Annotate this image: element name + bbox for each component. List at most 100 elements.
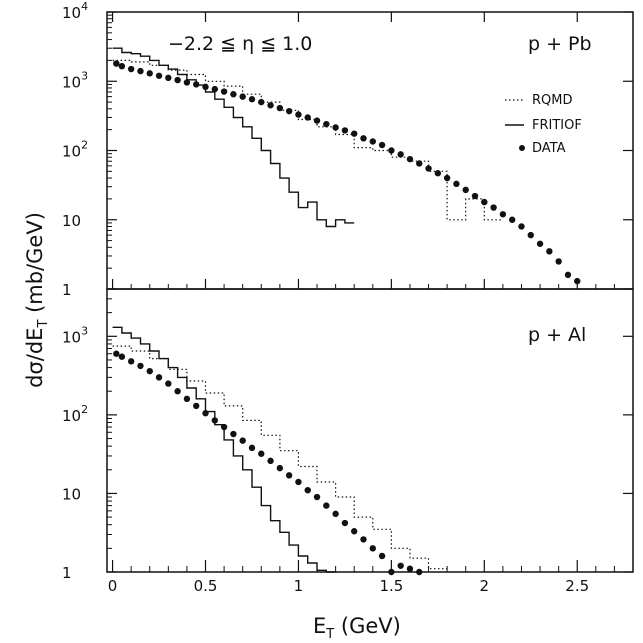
bottom-data-point — [295, 478, 302, 486]
top-data-point — [481, 198, 488, 206]
top-data-point — [146, 70, 153, 77]
legend: RQMD FRITIOF DATA — [505, 93, 582, 156]
bottom-data-point — [137, 362, 144, 370]
x-tick-label: 1 — [294, 577, 304, 595]
x-axis-label: ET (GeV) — [313, 614, 401, 642]
top-data-point — [555, 258, 562, 265]
eta-range-annotation: −2.2 ≦ η ≦ 1.0 — [168, 33, 312, 55]
top-y-tick-label: 103 — [62, 69, 88, 91]
top-data-point — [323, 120, 330, 128]
bottom-data-point — [369, 545, 376, 552]
top-data-point — [471, 192, 479, 200]
top-data-point — [285, 107, 293, 115]
top-data-point — [239, 93, 246, 100]
bottom-plot-area — [112, 326, 448, 576]
top-data-point — [276, 104, 284, 112]
top-data-point — [174, 76, 181, 84]
top-data-point — [546, 248, 553, 255]
top-data-point — [258, 98, 265, 106]
top-rqmd-line — [112, 59, 503, 221]
bottom-data-point — [397, 562, 404, 569]
bottom-data-point — [276, 464, 284, 472]
bottom-data-point — [239, 437, 246, 444]
top-data-point — [351, 130, 358, 137]
top-data-point — [378, 141, 386, 149]
top-data-point — [397, 151, 404, 158]
bottom-y-tick-label: 1 — [62, 564, 72, 582]
top-data-point — [341, 127, 349, 134]
top-data-point — [536, 240, 544, 247]
bottom-data-point — [416, 568, 423, 576]
bottom-data-point — [313, 493, 321, 501]
top-plot-area — [112, 47, 581, 285]
top-data-point — [527, 231, 534, 239]
top-data-point — [137, 67, 144, 75]
x-tick-label: 2 — [480, 577, 490, 595]
top-data-point — [113, 60, 120, 67]
legend-data-label: DATA — [532, 141, 566, 156]
legend-data-marker — [519, 145, 525, 151]
x-tick-label: 2.5 — [565, 577, 589, 595]
bottom-data-point — [113, 350, 120, 357]
top-y-tick-label: 1 — [62, 281, 72, 299]
top-data-point — [490, 204, 497, 211]
bottom-fritiof-line — [112, 326, 336, 573]
bottom-data-point — [341, 519, 349, 527]
bottom-data-point — [127, 358, 135, 365]
bottom-data-point — [267, 457, 274, 465]
bottom-data-point — [378, 552, 386, 560]
bottom-data-point — [118, 353, 126, 360]
top-data-point — [230, 91, 237, 98]
x-tick-label: 0.5 — [194, 577, 218, 595]
bottom-panel-frame — [106, 288, 634, 573]
top-data-point — [183, 79, 191, 86]
bottom-rqmd-line — [112, 345, 448, 570]
bottom-data-point — [193, 402, 200, 410]
top-data-point — [211, 85, 219, 93]
bottom-data-point — [165, 380, 172, 387]
legend-rqmd-label: RQMD — [532, 93, 573, 108]
bottom-data-point — [285, 472, 293, 479]
bottom-data-point — [183, 395, 191, 403]
bottom-data-point — [248, 444, 256, 452]
top-y-tick-label: 104 — [62, 0, 88, 22]
top-data-point — [416, 160, 423, 167]
top-data-point — [425, 165, 432, 172]
bottom-data-point — [155, 374, 163, 381]
x-tick-label: 1.5 — [379, 577, 403, 595]
bottom-data-point — [351, 528, 358, 535]
top-y-tick-label: 10 — [62, 212, 81, 230]
bottom-y-tick-label: 10 — [62, 485, 81, 503]
top-data-point — [118, 62, 126, 70]
bottom-data-point — [146, 367, 153, 375]
top-data-point — [267, 102, 274, 109]
top-data-point — [499, 211, 507, 218]
top-data-point — [165, 74, 172, 82]
x-tick-label: 0 — [108, 577, 118, 595]
bottom-data-point — [258, 450, 265, 457]
top-data-point — [564, 271, 572, 279]
bottom-panel-label: p + Al — [528, 324, 586, 346]
bottom-data-point — [174, 388, 181, 395]
top-data-point — [220, 88, 228, 95]
bottom-data-point — [230, 430, 237, 438]
top-data-point — [369, 138, 376, 145]
top-y-tick-label: 102 — [62, 139, 88, 161]
y-axis-label: dσ/dET (mb/GeV) — [23, 212, 51, 388]
top-panel-label: p + Pb — [528, 33, 592, 55]
top-data-point — [127, 65, 135, 73]
bottom-data-point — [323, 502, 330, 509]
top-data-point — [453, 180, 460, 188]
top-data-point — [295, 111, 302, 118]
top-data-point — [155, 72, 163, 79]
top-data-point — [518, 223, 525, 230]
top-data-point — [434, 170, 442, 177]
top-fritiof-line — [112, 47, 355, 228]
top-data-point — [508, 216, 516, 223]
top-data-point — [248, 96, 256, 103]
bottom-data-point — [304, 486, 311, 494]
bottom-data-point — [332, 510, 339, 518]
top-data-point — [332, 124, 339, 131]
legend-fritiof-label: FRITIOF — [532, 118, 582, 133]
